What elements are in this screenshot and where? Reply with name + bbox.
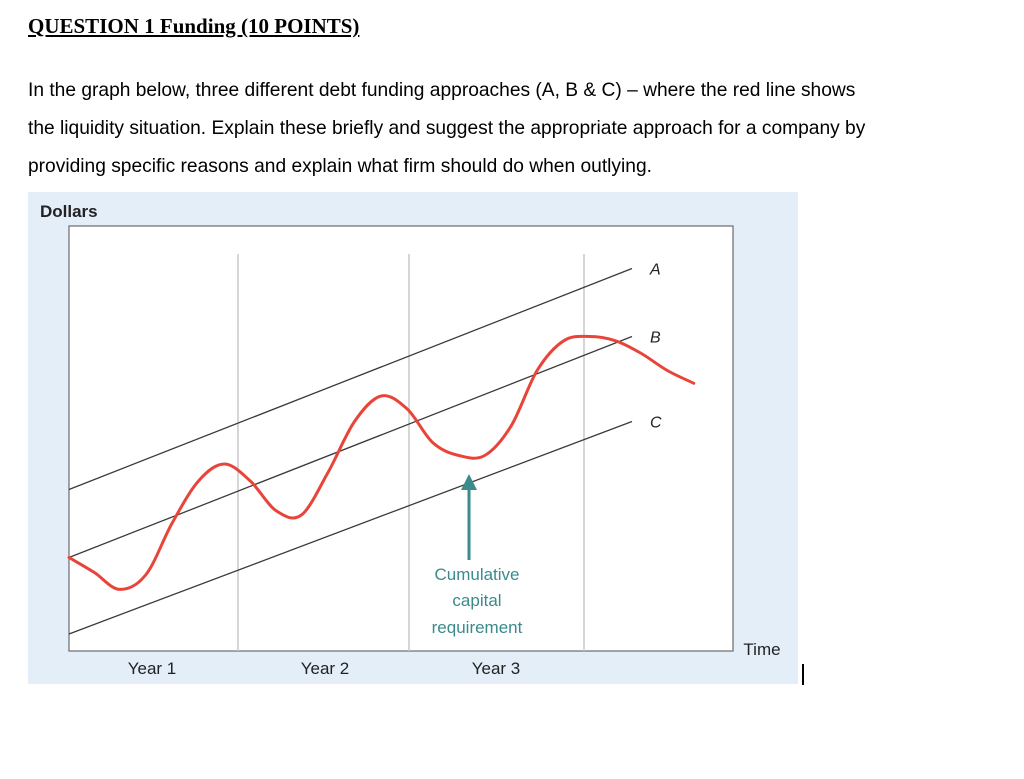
liquidity-curve: [67, 334, 696, 591]
line-c: [68, 420, 633, 635]
question-text-line-1: In the graph below, three different debt…: [28, 80, 856, 101]
x-tick-year-2: Year 2: [301, 659, 350, 678]
plot-frame: [68, 225, 734, 652]
arrow-head-icon: [461, 474, 477, 490]
year-gridlines: [237, 254, 585, 651]
line-a: [68, 267, 633, 491]
y-axis-label: Dollars: [40, 202, 98, 221]
funding-approach-lines: A B C: [68, 262, 662, 635]
annotation-line-1: Cumulative: [434, 565, 519, 584]
line-b: [68, 335, 633, 559]
annotation-line-2: capital: [452, 591, 501, 610]
x-tick-labels: Year 1 Year 2 Year 3: [128, 659, 521, 678]
line-label-b: B: [650, 330, 661, 347]
funding-chart: Dollars A B C Cumulative capital requireme…: [40, 202, 781, 678]
line-label-a: A: [649, 262, 661, 279]
question-text-line-3: providing specific reasons and explain w…: [28, 156, 652, 177]
question-heading: QUESTION 1 Funding (10 POINTS): [28, 14, 360, 38]
annotation-text: Cumulative capital requirement: [432, 565, 523, 637]
x-tick-year-3: Year 3: [472, 659, 521, 678]
cumulative-capital-arrow: [461, 474, 477, 560]
text-cursor: [802, 664, 804, 685]
line-label-c: C: [650, 415, 662, 432]
funding-chart-panel: Dollars A B C Cumulative capital requireme…: [28, 192, 798, 684]
annotation-line-3: requirement: [432, 618, 523, 637]
x-tick-year-1: Year 1: [128, 659, 177, 678]
x-axis-label: Time: [743, 640, 780, 659]
question-text-line-2: the liquidity situation. Explain these b…: [28, 118, 866, 139]
